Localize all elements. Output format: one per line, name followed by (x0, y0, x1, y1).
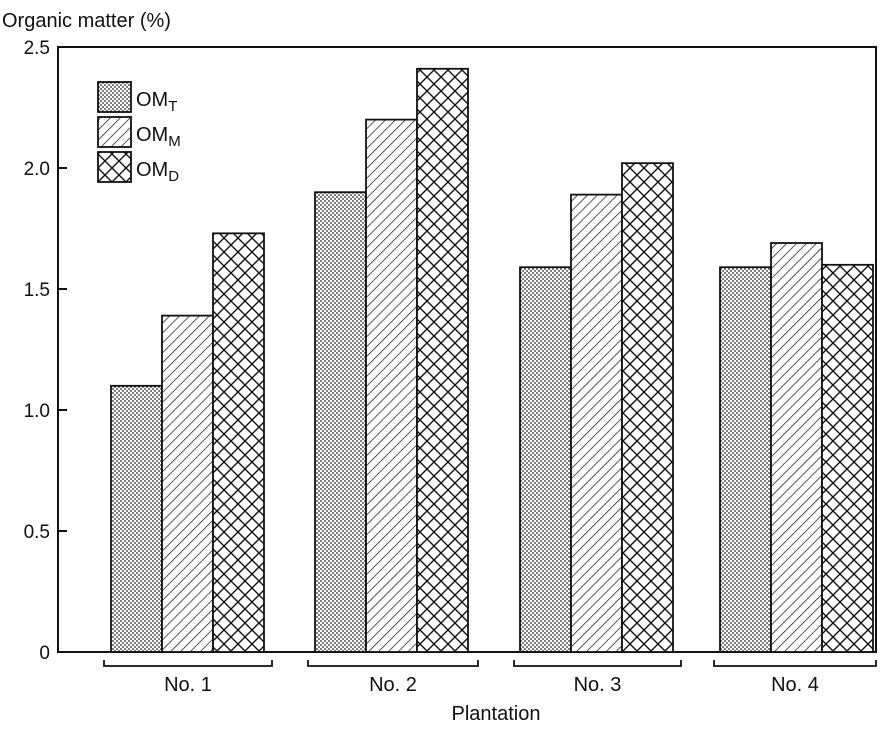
bar (570, 193, 623, 653)
legend-label: OMD (136, 159, 179, 185)
x-tick-label: No. 2 (369, 674, 417, 696)
y-tick-label: 0.5 (24, 522, 50, 543)
category-bracket (103, 660, 273, 667)
y-tick-label: 1.5 (24, 280, 50, 301)
legend-label: OMT (136, 89, 177, 115)
category-bracket (513, 660, 682, 667)
x-tick-label: No. 3 (574, 674, 622, 696)
category-bracket (307, 660, 479, 667)
legend-label-subscript: T (168, 98, 177, 115)
bar (212, 232, 265, 653)
y-tick-label: 2.5 (24, 38, 50, 59)
legend-label-name: OM (136, 159, 168, 181)
y-axis-label: Organic matter (%) (2, 10, 171, 32)
legend-label-name: OM (136, 89, 168, 111)
y-tick-label: 0 (39, 643, 50, 664)
category-bracket (713, 660, 877, 667)
legend-swatch (97, 116, 132, 148)
bar (110, 384, 163, 653)
bar (519, 266, 572, 653)
y-tick-label: 1.0 (24, 401, 50, 422)
bar (365, 118, 418, 653)
legend-label-name: OM (136, 124, 168, 146)
bar (314, 191, 367, 653)
y-tick-label: 2.0 (24, 159, 50, 180)
x-tick-label: No. 1 (164, 674, 212, 696)
x-tick-label: No. 4 (771, 674, 819, 696)
bar (770, 242, 823, 653)
bar (821, 263, 874, 653)
bar (161, 314, 214, 653)
bar (719, 266, 772, 653)
legend-swatch (97, 81, 132, 113)
x-axis: No. 1 No. 2 No. 3 No. 4 (103, 660, 877, 696)
legend-label-subscript: M (168, 133, 181, 150)
legend-label: OMM (136, 124, 181, 150)
bar (621, 162, 674, 653)
bar (416, 67, 469, 653)
x-axis-label: Plantation (452, 703, 541, 725)
legend-swatch (97, 151, 132, 183)
y-axis: 0 0.5 1.0 1.5 2.0 2.5 (24, 38, 67, 664)
bars (110, 67, 874, 653)
legend-label-subscript: D (168, 168, 179, 185)
